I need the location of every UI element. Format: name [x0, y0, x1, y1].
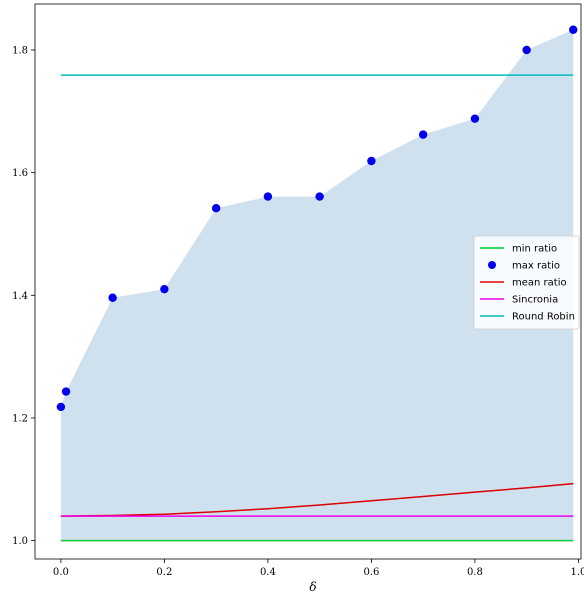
x-tick-label: 0.6: [363, 567, 379, 578]
x-tick-label: 0.2: [156, 567, 172, 578]
max-ratio-point: [315, 192, 324, 201]
legend-swatch-max-ratio: [488, 261, 496, 269]
max-ratio-point: [56, 402, 66, 412]
max-ratio-point: [160, 284, 169, 294]
x-tick-label: 0.4: [260, 567, 276, 578]
x-axis-label: δ: [309, 580, 316, 594]
y-tick-label: 1.4: [12, 291, 28, 302]
max-ratio-point: [569, 25, 578, 34]
max-ratio-point: [470, 114, 480, 123]
min-max-range-band: [60, 29, 574, 541]
max-ratio-point: [418, 130, 428, 139]
legend-label-round-robin: Round Robin: [512, 312, 575, 323]
x-tick-label: 0.8: [467, 567, 483, 578]
legend-label-max-ratio: max ratio: [512, 261, 560, 272]
y-tick-label: 1.6: [12, 168, 28, 179]
max-ratio-point: [61, 387, 71, 396]
x-tick-label: 1.0: [570, 567, 584, 578]
legend-label-mean-ratio: mean ratio: [512, 278, 567, 289]
legend-label-min-ratio: min ratio: [512, 244, 557, 255]
y-tick-label: 1.2: [12, 413, 28, 424]
y-tick-label: 1.8: [12, 45, 28, 56]
max-ratio-point: [367, 156, 376, 166]
legend-box: [473, 235, 580, 330]
max-ratio-point: [211, 204, 221, 213]
max-ratio-point: [108, 293, 117, 302]
y-tick-label: 1.0: [12, 536, 28, 547]
mean-ratio-line: [60, 482, 574, 517]
max-ratio-point: [263, 192, 273, 201]
x-tick-label: 0.0: [53, 567, 69, 578]
legend-label-sincronia: Sincronia: [512, 295, 558, 306]
max-ratio-point: [522, 45, 531, 55]
plot-frame: [34, 3, 582, 560]
